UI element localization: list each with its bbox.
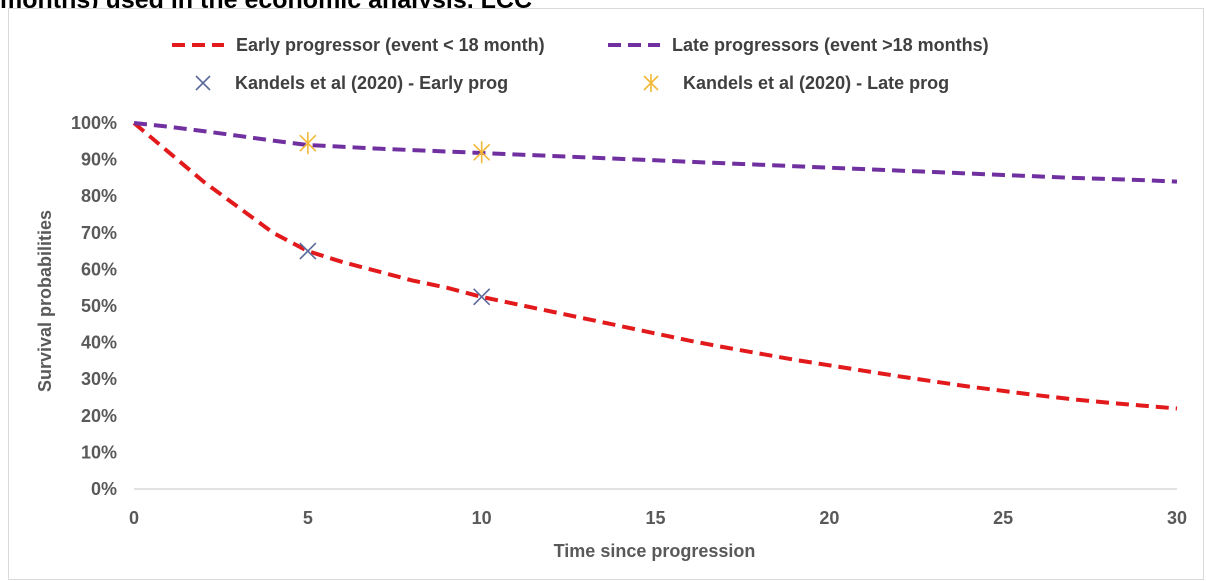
y-tick-label: 90% (81, 150, 117, 170)
y-tick-label: 20% (81, 406, 117, 426)
legend: Early progressor (event < 18 month) Late … (172, 35, 989, 93)
series-line (133, 121, 1178, 184)
series-line (132, 121, 1178, 411)
x-tick-label: 10 (472, 508, 492, 528)
x-axis: 0 5 10 15 20 25 30 (129, 488, 1187, 528)
legend-item: Early progressor (event < 18 month) (172, 35, 545, 55)
y-tick-label: 60% (81, 259, 117, 279)
legend-item: Kandels et al (2020) - Late prog (643, 73, 949, 93)
y-tick-label: 50% (81, 296, 117, 316)
x-tick-label: 25 (993, 508, 1013, 528)
x-tick-label: 15 (645, 508, 665, 528)
x-tick-label: 0 (129, 508, 139, 528)
series-2 (299, 242, 491, 306)
legend-item: Kandels et al (2020) - Early prog (195, 73, 508, 93)
y-tick-label: 10% (81, 442, 117, 462)
x-tick-label: 30 (1167, 508, 1187, 528)
y-tick-label: 70% (81, 223, 117, 243)
legend-item: Late progressors (event >18 months) (608, 35, 989, 55)
legend-swatch (643, 74, 659, 92)
y-tick-label: 80% (81, 186, 117, 206)
star-marker-point (473, 141, 491, 164)
legend-label: Kandels et al (2020) - Early prog (235, 73, 508, 93)
series-0 (132, 121, 1178, 411)
y-tick-label: 30% (81, 369, 117, 389)
x-tick-label: 20 (819, 508, 839, 528)
x-marker-point (473, 288, 491, 306)
y-tick-label: 40% (81, 333, 117, 353)
x-marker-point (299, 242, 317, 260)
x-axis-title: Time since progression (554, 541, 756, 561)
legend-label: Kandels et al (2020) - Late prog (683, 73, 949, 93)
y-tick-label: 0% (91, 479, 117, 499)
y-axis: 0% 10% 20% 30% 40% 50% 60% 70% 80% 90% 100% (71, 113, 117, 499)
star-marker-point (299, 132, 317, 155)
plot-area (132, 121, 1178, 411)
legend-swatch (195, 75, 211, 91)
series-3 (299, 132, 491, 164)
y-axis-title: Survival probabilities (35, 210, 55, 392)
legend-label: Early progressor (event < 18 month) (236, 35, 545, 55)
series-1 (133, 121, 1178, 184)
x-tick-label: 5 (303, 508, 313, 528)
legend-label: Late progressors (event >18 months) (672, 35, 989, 55)
y-tick-label: 100% (71, 113, 117, 133)
chart-area (8, 8, 1204, 580)
